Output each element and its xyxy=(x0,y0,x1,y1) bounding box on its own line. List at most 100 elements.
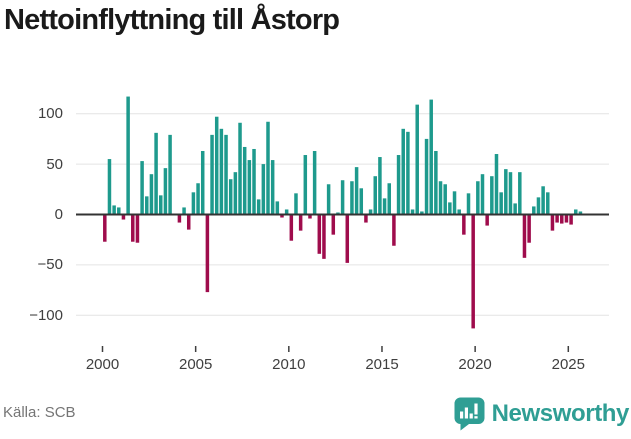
y-axis-label: 0 xyxy=(54,206,63,223)
bar xyxy=(303,155,308,215)
bar xyxy=(177,214,182,223)
bar xyxy=(131,214,135,242)
bar xyxy=(466,193,471,215)
bar xyxy=(532,206,536,215)
bar xyxy=(280,214,284,218)
bar xyxy=(159,195,163,215)
bar xyxy=(536,197,541,215)
bar xyxy=(294,193,298,215)
bar xyxy=(214,116,219,215)
bar xyxy=(434,151,438,215)
bar xyxy=(289,214,294,241)
bar xyxy=(336,212,340,215)
bar xyxy=(387,183,391,215)
bar xyxy=(401,128,405,215)
y-axis-label: −100 xyxy=(29,306,63,324)
bar xyxy=(457,209,461,215)
bar xyxy=(168,134,172,215)
bar xyxy=(476,181,480,215)
source-label: Källa: SCB xyxy=(3,404,76,421)
x-axis-label: 2010 xyxy=(272,356,306,373)
bar xyxy=(186,214,191,230)
bar xyxy=(448,202,452,215)
bar xyxy=(452,191,457,215)
bar xyxy=(312,151,317,215)
bar xyxy=(238,122,242,215)
bar xyxy=(266,121,270,215)
bar xyxy=(126,96,130,215)
bar xyxy=(345,214,350,263)
bar xyxy=(522,214,527,258)
x-axis-label: 2005 xyxy=(179,356,213,373)
bar xyxy=(504,169,508,215)
bar xyxy=(499,192,503,215)
bar xyxy=(228,179,233,215)
bar xyxy=(331,214,336,235)
bar xyxy=(191,192,196,215)
bar xyxy=(410,209,415,215)
bar xyxy=(550,214,555,231)
bar xyxy=(429,99,433,215)
bar xyxy=(107,159,112,215)
bar xyxy=(490,176,494,215)
bar xyxy=(574,209,578,215)
x-axis-label: 2020 xyxy=(458,356,492,373)
bar xyxy=(247,160,252,215)
bar xyxy=(298,214,303,231)
bar xyxy=(340,180,345,215)
bar xyxy=(219,128,224,215)
chart-plot-canvas xyxy=(76,96,609,352)
bar xyxy=(112,205,116,215)
bar xyxy=(284,209,289,215)
bar xyxy=(163,168,168,215)
x-axis-label: 2015 xyxy=(365,356,399,373)
bar xyxy=(578,211,583,215)
y-axis-label: −50 xyxy=(37,256,63,274)
bar xyxy=(555,214,559,223)
bar xyxy=(471,214,475,329)
chart-title: Nettoinflyttning till Åstorp xyxy=(4,4,340,36)
bar xyxy=(224,134,228,215)
bar xyxy=(508,172,513,215)
bar xyxy=(364,214,368,223)
bar xyxy=(462,214,466,235)
bar xyxy=(140,161,144,215)
bar xyxy=(322,214,326,259)
bar xyxy=(242,146,247,215)
bar xyxy=(373,176,377,215)
bar xyxy=(210,134,214,215)
bar xyxy=(317,214,322,254)
bar xyxy=(275,201,280,215)
bar xyxy=(154,132,158,215)
x-axis-label: 2000 xyxy=(85,356,120,373)
bar xyxy=(546,192,550,215)
y-axis-label: 100 xyxy=(37,105,63,123)
x-axis-label: 2025 xyxy=(551,356,585,373)
bar xyxy=(121,214,126,220)
bar xyxy=(382,198,387,215)
bar xyxy=(354,167,359,215)
bar xyxy=(205,214,210,293)
bar xyxy=(424,138,429,215)
newsworthy-logo-text: Newsworthy xyxy=(491,400,630,427)
bar xyxy=(480,174,485,215)
bar xyxy=(326,184,331,215)
bar xyxy=(494,154,499,215)
bar xyxy=(233,172,238,215)
bar xyxy=(564,214,569,223)
bar xyxy=(518,172,522,215)
bar xyxy=(145,196,149,215)
bar xyxy=(443,184,447,215)
bar xyxy=(420,211,424,215)
bar xyxy=(392,214,396,246)
bar xyxy=(135,214,140,243)
bar xyxy=(406,131,410,215)
newsworthy-logo[interactable]: Newsworthy xyxy=(454,397,629,431)
y-axis-label: 50 xyxy=(46,155,63,173)
bar xyxy=(149,174,154,215)
bar xyxy=(200,151,205,215)
bar xyxy=(541,186,545,215)
bar xyxy=(378,157,382,215)
bar xyxy=(103,214,107,242)
